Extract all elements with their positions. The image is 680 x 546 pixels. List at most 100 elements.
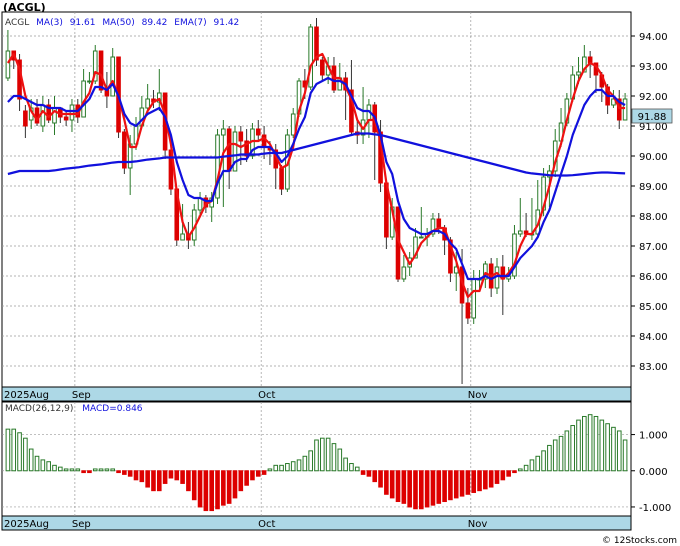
macd-bar-negative — [127, 470, 133, 477]
candle-body-up — [87, 80, 92, 83]
candle-body-up — [40, 104, 46, 127]
macd-bar-positive — [523, 464, 529, 472]
macd-bar-negative — [139, 470, 145, 483]
macd-bar-positive — [320, 437, 325, 472]
macd-bar-negative — [156, 470, 162, 492]
candle-body-up — [221, 128, 226, 136]
candle-body-down — [279, 167, 284, 190]
macd-bar-positive — [279, 464, 284, 472]
macd-bar-positive — [104, 468, 110, 472]
macd-bar-negative — [395, 470, 401, 503]
price-y-tick-label: 85.00 — [639, 302, 668, 313]
candle-body-down — [465, 302, 471, 319]
macd-bar-positive — [558, 435, 564, 472]
macd-bar-negative — [168, 470, 174, 479]
candle — [23, 105, 28, 138]
macd-legend: MACD(26,12,9) MACD=0.846 — [5, 404, 143, 414]
candle-body-up — [290, 113, 296, 136]
candle — [122, 129, 127, 174]
macd-bar-negative — [512, 470, 517, 474]
legend-ema7-label: EMA(7) — [174, 18, 206, 28]
macd-bar-negative — [500, 470, 506, 481]
macd-y-tick-label: 1.000 — [639, 431, 668, 442]
price-y-tick-label: 83.00 — [639, 362, 668, 373]
candle — [308, 24, 313, 90]
candle-body-down — [63, 116, 69, 121]
legend-symbol: ACGL — [5, 18, 29, 28]
macd-bar-positive — [28, 448, 34, 472]
candle-body-up — [145, 98, 150, 109]
macd-y-tick-label: 0.000 — [639, 467, 668, 478]
macd-bar-positive — [541, 450, 546, 472]
ema7-line — [7, 76, 626, 281]
macd-bar-positive — [611, 426, 616, 472]
price-y-tick-label: 94.00 — [639, 32, 668, 43]
macd-bar-negative — [459, 470, 465, 497]
macd-bar-positive — [517, 468, 523, 472]
macd-bar-negative — [483, 470, 488, 490]
macd-bar-positive — [11, 428, 17, 472]
macd-bar-negative — [145, 470, 150, 488]
macd-bar-positive — [622, 439, 628, 472]
macd-bar-negative — [360, 470, 366, 475]
price-x-tick-label: Oct — [258, 390, 275, 401]
macd-bar-negative — [366, 470, 372, 477]
macd-bar-negative — [465, 470, 471, 495]
price-y-tick-label: 91.00 — [639, 122, 668, 133]
macd-x-tick-label: Sep — [72, 519, 91, 530]
macd-bar-negative — [430, 470, 436, 506]
macd-bar-positive — [552, 439, 558, 472]
macd-bar-positive — [605, 423, 610, 472]
macd-bar-negative — [197, 470, 203, 508]
macd-bar-negative — [203, 470, 209, 512]
price-y-tick-label: 84.00 — [639, 332, 668, 343]
macd-bar-positive — [314, 439, 319, 472]
price-y-tick-label: 92.00 — [639, 92, 668, 103]
macd-legend-value: MACD=0.846 — [82, 404, 143, 414]
macd-bar-negative — [401, 470, 407, 504]
price-y-tick-label: 89.00 — [639, 182, 668, 193]
candle-body-up — [622, 98, 628, 121]
macd-bar-negative — [191, 470, 197, 501]
macd-bar-negative — [453, 470, 459, 499]
candle-body-down — [122, 131, 127, 169]
macd-bar-positive — [570, 425, 575, 472]
price-x-axis: 2025Aug Sep Oct Nov — [4, 390, 487, 401]
macd-bar-negative — [162, 470, 168, 484]
candle — [401, 255, 407, 282]
candle — [110, 48, 116, 97]
candle-body-up — [576, 71, 581, 76]
candle-body-down — [255, 128, 261, 136]
macd-legend-label: MACD(26,12,9) — [5, 404, 73, 414]
price-y-tick-label: 86.00 — [639, 272, 668, 283]
macd-bar-positive — [593, 415, 599, 472]
macd-bar-positive — [354, 466, 360, 472]
macd-bar-positive — [92, 468, 98, 472]
price-y-tick-label: 88.00 — [639, 212, 668, 223]
macd-bar-negative — [116, 470, 121, 474]
legend-ema7-value: 91.42 — [214, 18, 240, 28]
macd-bar-positive — [63, 468, 69, 472]
macd-bar-negative — [506, 470, 511, 477]
macd-bar-negative — [250, 470, 255, 481]
macd-bar-positive — [273, 464, 279, 472]
candle-body-up — [418, 236, 424, 239]
macd-bar-negative — [407, 470, 412, 508]
macd-bar-negative — [244, 470, 249, 486]
macd-bar-negative — [221, 470, 226, 506]
candle — [5, 30, 11, 81]
last-price-badge: 91.88 — [631, 108, 673, 124]
candle — [616, 90, 622, 129]
candle-body-up — [69, 104, 75, 121]
macd-y-axis: -1.000 0.000 1.000 — [631, 431, 671, 514]
macd-bar-negative — [226, 470, 232, 504]
ma3-line — [6, 52, 626, 299]
macd-bar-positive — [267, 468, 273, 472]
macd-bar-positive — [616, 430, 622, 472]
candle-body-up — [5, 50, 11, 79]
candle-body-down — [349, 89, 354, 133]
macd-bar-negative — [384, 470, 389, 495]
legend-ma3-label: MA(3) — [36, 18, 63, 28]
candle-body-down — [448, 239, 453, 274]
